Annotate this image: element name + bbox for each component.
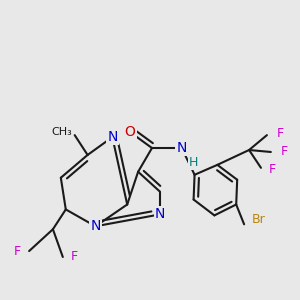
Text: F: F bbox=[281, 146, 288, 158]
Text: F: F bbox=[71, 250, 78, 263]
Text: N: N bbox=[107, 130, 118, 144]
Text: H: H bbox=[189, 156, 198, 170]
Text: F: F bbox=[14, 244, 21, 258]
Text: F: F bbox=[269, 163, 276, 176]
Text: O: O bbox=[125, 125, 136, 139]
Text: F: F bbox=[277, 127, 284, 140]
Text: N: N bbox=[155, 207, 165, 221]
Text: N: N bbox=[176, 141, 187, 155]
Text: Br: Br bbox=[252, 213, 266, 226]
Text: N: N bbox=[90, 219, 101, 233]
Text: CH₃: CH₃ bbox=[51, 127, 72, 137]
